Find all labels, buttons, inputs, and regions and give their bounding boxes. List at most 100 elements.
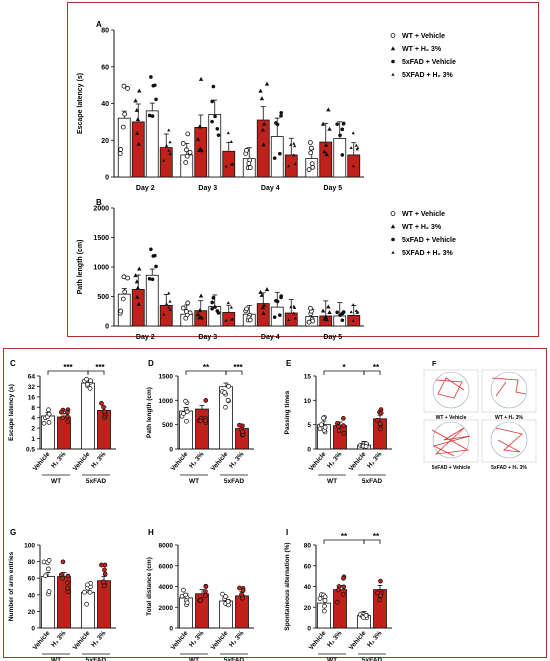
- data-point: [377, 421, 383, 427]
- sig-bracket: [363, 370, 381, 375]
- data-point: [122, 111, 128, 117]
- panel-letter: I: [286, 528, 288, 537]
- data-point: [378, 410, 384, 416]
- data-point: [185, 300, 191, 306]
- data-point: [306, 167, 312, 173]
- data-point: [308, 145, 314, 151]
- data-point: [150, 277, 155, 282]
- bar: [131, 289, 145, 327]
- data-point: [320, 121, 326, 126]
- y-tick-label: 80: [304, 543, 312, 550]
- bar: [145, 110, 159, 178]
- data-point: [197, 315, 202, 320]
- data-point: [262, 121, 267, 126]
- data-point: [375, 417, 380, 423]
- data-point: [340, 318, 345, 323]
- data-point: [164, 302, 169, 306]
- panel-letter: A: [96, 20, 102, 29]
- data-point: [275, 299, 280, 304]
- data-point: [279, 114, 283, 118]
- data-point: [211, 84, 216, 89]
- y-tick-label: 16: [28, 394, 36, 401]
- data-point: [340, 311, 345, 316]
- data-point: [225, 397, 231, 403]
- data-point: [246, 161, 252, 166]
- data-point: [58, 409, 64, 415]
- bar: [81, 382, 95, 450]
- y-axis-label: Escape latency (s): [77, 73, 84, 134]
- y-tick-label: 32: [28, 384, 36, 391]
- trace-5xfad-vehicle: 5xFAD + Vehicle: [423, 419, 479, 471]
- panel-g: G 0 20 40 60 80 100 Number of arm entries Vehicl…: [8, 528, 116, 661]
- data-point: [203, 418, 208, 423]
- data-point: [183, 309, 189, 314]
- data-point: [84, 601, 89, 607]
- data-point: [216, 133, 221, 137]
- data-point: [184, 600, 190, 606]
- y-tick-label: 0: [31, 626, 35, 633]
- data-point: [183, 592, 188, 598]
- data-point: [136, 141, 141, 146]
- data-point: [279, 111, 284, 115]
- data-point: [134, 279, 140, 284]
- panel-a: A 0 20 40 60 80 Escape latency (s) Day 2 Day 3 Da…: [77, 20, 456, 192]
- group-label-wt: WT: [189, 657, 199, 661]
- legend-marker: [391, 237, 395, 242]
- data-point: [46, 420, 52, 425]
- data-point: [287, 317, 291, 321]
- y-tick-label: 0.5: [26, 447, 35, 454]
- data-point: [307, 140, 313, 145]
- data-point: [259, 96, 265, 101]
- data-point: [102, 571, 108, 577]
- data-point: [229, 162, 233, 166]
- x-tick-label: Vehicle: [170, 629, 190, 651]
- group-label-wt: WT: [327, 657, 337, 661]
- data-point: [167, 128, 171, 132]
- data-point: [310, 164, 316, 170]
- group-label-5xfad: 5xFAD: [224, 478, 245, 485]
- y-axis-label: Number of arm entries: [8, 551, 15, 621]
- data-point: [180, 305, 186, 311]
- y-tick-label: 1: [31, 436, 35, 443]
- data-point: [338, 133, 342, 138]
- x-tick-label: H₂ 3%: [188, 630, 206, 649]
- data-point: [229, 140, 233, 143]
- data-point: [351, 164, 355, 168]
- legend-marker: [390, 46, 396, 51]
- data-point: [198, 418, 203, 424]
- x-tick-label: Vehicle: [170, 450, 190, 472]
- data-point: [118, 308, 124, 314]
- data-point: [102, 409, 107, 414]
- data-point: [317, 426, 323, 432]
- data-point: [354, 143, 358, 147]
- y-tick-label: 500: [97, 294, 109, 301]
- data-point: [60, 575, 65, 581]
- data-point: [293, 316, 297, 320]
- data-point: [203, 593, 208, 598]
- data-point: [351, 319, 355, 322]
- y-tick-label: 2000: [159, 605, 174, 612]
- y-axis-label: Total distance (cm): [146, 557, 153, 616]
- group-label-wt: WT: [51, 478, 61, 485]
- data-point: [278, 151, 282, 156]
- data-point: [341, 121, 346, 126]
- data-point: [259, 292, 265, 297]
- panel-letter: G: [10, 528, 16, 537]
- data-point: [308, 150, 314, 156]
- data-point: [147, 277, 152, 281]
- top-panel-frame: [67, 2, 539, 337]
- data-point: [65, 414, 70, 419]
- data-point: [121, 274, 127, 280]
- x-tick-label: Vehicle: [210, 629, 230, 651]
- data-point: [41, 420, 47, 426]
- bar: [208, 114, 222, 178]
- data-point: [133, 98, 138, 103]
- data-point: [327, 126, 332, 131]
- data-point: [307, 305, 313, 311]
- data-point: [323, 142, 329, 147]
- x-tick-label: Day 2: [136, 185, 155, 192]
- data-point: [135, 117, 141, 122]
- data-point: [237, 585, 242, 591]
